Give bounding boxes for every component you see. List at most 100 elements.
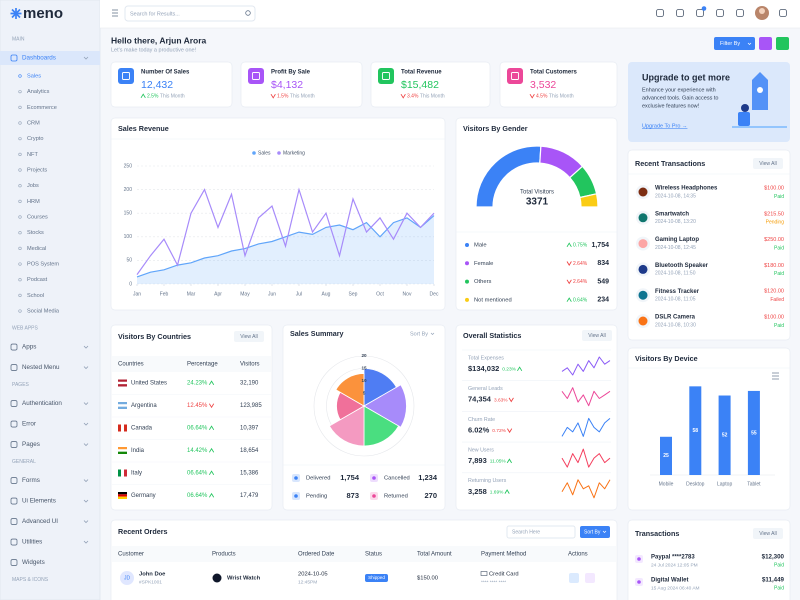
menu-item[interactable]: Ui Elements xyxy=(22,498,56,505)
upgrade-text: advanced tools. Gain access to xyxy=(642,95,718,101)
menu-item[interactable]: Authentication xyxy=(22,400,62,407)
header-icon[interactable] xyxy=(779,9,787,17)
menu-item[interactable]: Forms xyxy=(22,477,40,484)
sub-menu-item[interactable]: Jobs xyxy=(27,183,39,189)
visitors: 17,479 xyxy=(240,493,259,499)
sub-menu-item[interactable]: CRM xyxy=(27,120,40,126)
flag xyxy=(118,404,127,407)
polar-sector xyxy=(328,405,365,447)
stat-change: 3.63% xyxy=(494,397,508,403)
product-image xyxy=(638,213,648,223)
card xyxy=(455,324,618,511)
r-tick-label: 5 xyxy=(363,391,366,396)
illustration xyxy=(741,104,749,112)
sub-bullet xyxy=(18,293,22,297)
stat-label: General Leads xyxy=(468,386,503,392)
column-header: Total Amount xyxy=(417,552,452,558)
icon-button[interactable] xyxy=(776,37,789,50)
greeting-title: Hello there, Arjun Arora xyxy=(111,35,207,45)
sort-by[interactable]: Sort By xyxy=(410,331,428,337)
action-button[interactable] xyxy=(585,573,595,583)
menu-item[interactable]: Error xyxy=(22,421,36,428)
sub-menu-item[interactable]: Social Media xyxy=(27,309,60,315)
filter-label[interactable]: Filter By xyxy=(720,41,740,47)
gauge-label: Total Visitors xyxy=(520,190,554,196)
card-title: Sales Revenue xyxy=(118,124,169,133)
trend-arrow xyxy=(566,297,572,302)
search-box[interactable] xyxy=(506,525,576,539)
r-tick-label: 10 xyxy=(361,378,367,383)
sub-menu-item[interactable]: POS System xyxy=(27,262,59,268)
stat-label: Total Expenses xyxy=(468,355,504,361)
flag xyxy=(121,469,124,477)
grid-ring xyxy=(313,355,415,457)
sub-menu-item[interactable]: NFT xyxy=(27,152,38,158)
header-icon[interactable] xyxy=(656,9,664,17)
filter-button[interactable] xyxy=(714,37,755,50)
sub-bullet xyxy=(18,215,22,219)
icon-button[interactable] xyxy=(759,37,772,50)
sub-menu-item[interactable]: Ecommerce xyxy=(27,105,57,111)
sub-menu-item[interactable]: Sales xyxy=(27,73,41,79)
header-icon[interactable] xyxy=(696,9,704,17)
header-icon[interactable] xyxy=(736,9,744,17)
view-all[interactable]: View All xyxy=(588,333,605,339)
menu-item[interactable]: Nested Menu xyxy=(22,364,60,371)
sort-button[interactable] xyxy=(580,526,610,538)
x-tick-label: Jan xyxy=(133,291,141,297)
view-all[interactable]: View All xyxy=(759,161,776,167)
sub-menu-item[interactable]: Medical xyxy=(27,246,46,252)
view-all[interactable]: View All xyxy=(240,334,257,340)
view-all-button[interactable] xyxy=(234,331,264,342)
legend-change: 0.64% xyxy=(573,298,588,304)
sub-menu-item[interactable]: Analytics xyxy=(27,89,50,95)
logo: meno xyxy=(23,5,63,22)
menu-item[interactable]: Dashboards xyxy=(22,55,56,62)
stat-change: 1.69% xyxy=(490,489,504,495)
action-button[interactable] xyxy=(569,573,579,583)
percentage: 06.64% xyxy=(187,493,208,499)
product-name: Fitness Tracker xyxy=(655,289,700,295)
x-tick-label: Sep xyxy=(349,291,358,297)
header-icon[interactable] xyxy=(676,9,684,17)
sub-menu-item[interactable]: HRM xyxy=(27,199,40,205)
illustration xyxy=(732,126,787,128)
view-all-button[interactable] xyxy=(582,330,612,341)
stat-value: 3,532 xyxy=(530,79,556,91)
header-icon[interactable] xyxy=(716,9,724,17)
upgrade-link[interactable]: Upgrade To Pro → xyxy=(642,123,687,129)
legend-label: Marketing xyxy=(283,151,305,157)
menu-item[interactable]: Pages xyxy=(22,441,40,448)
stat-period: This Month xyxy=(290,94,315,100)
menu-item[interactable]: Widgets xyxy=(22,559,45,566)
menu-icon xyxy=(10,518,18,525)
r-tick-label: 20 xyxy=(361,353,367,358)
sub-menu-item[interactable]: Courses xyxy=(27,215,48,221)
product-image xyxy=(638,290,648,300)
trend-arrow xyxy=(270,93,276,99)
amount: $100.00 xyxy=(764,314,784,320)
chevron xyxy=(83,520,89,524)
sparkline xyxy=(561,417,611,437)
trend-arrow xyxy=(400,93,406,99)
sub-menu-item[interactable]: School xyxy=(27,293,44,299)
sub-menu-item[interactable]: Stocks xyxy=(27,230,44,236)
sort-label[interactable]: Sort By xyxy=(584,530,601,536)
bar-label: 58 xyxy=(693,428,699,434)
area xyxy=(137,215,434,284)
column-header: Percentage xyxy=(187,362,218,368)
sub-menu-item[interactable]: Projects xyxy=(27,168,47,174)
menu-item[interactable]: Advanced UI xyxy=(22,518,58,525)
sub-menu-item[interactable]: Podcast xyxy=(27,277,48,283)
view-all[interactable]: View All xyxy=(759,531,776,537)
column-header: Actions xyxy=(568,552,588,558)
r-tick-label: 15 xyxy=(361,366,367,371)
view-all-button[interactable] xyxy=(753,528,783,539)
product-image xyxy=(638,316,648,326)
country: United States xyxy=(131,381,167,387)
search-box[interactable] xyxy=(124,5,256,22)
view-all-button[interactable] xyxy=(753,158,783,169)
menu-item[interactable]: Utilities xyxy=(22,539,42,546)
sub-menu-item[interactable]: Crypto xyxy=(27,136,43,142)
menu-item[interactable]: Apps xyxy=(22,344,36,351)
